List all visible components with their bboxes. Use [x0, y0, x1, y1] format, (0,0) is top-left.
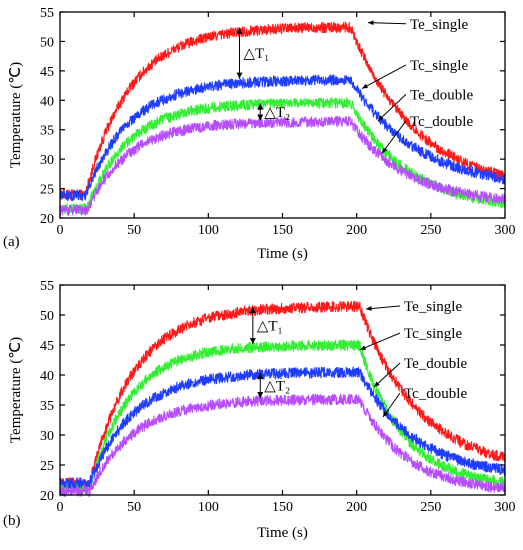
x-tick-label: 250: [420, 223, 441, 238]
y-tick-label: 40: [40, 94, 54, 109]
delta-arrowhead-top: [249, 307, 256, 313]
y-tick-label: 20: [40, 212, 54, 227]
y-tick-label: 55: [40, 279, 54, 294]
x-tick-label: 50: [127, 500, 141, 515]
y-tick-label: 25: [40, 459, 54, 474]
y-tick-label: 40: [40, 369, 54, 384]
delta-arrowhead-bottom: [257, 392, 264, 398]
delta-label-1: △T₁: [243, 46, 269, 62]
x-tick-label: 0: [57, 500, 64, 515]
legend-label-tc-double: Tc_double: [404, 386, 467, 402]
x-tick-label: 200: [346, 500, 367, 515]
x-tick-label: 200: [346, 223, 367, 238]
legend-pointer: [359, 332, 401, 351]
series-line-te-double: [59, 366, 506, 489]
legend-label-te-double: Te_double: [410, 87, 473, 103]
legend-pointer-arrowhead: [366, 306, 372, 311]
delta-arrowhead-bottom: [249, 338, 256, 344]
legend-pointer-arrowhead: [378, 115, 384, 121]
series-line-tc-single: [59, 74, 506, 202]
delta-label-1: △T₁: [257, 319, 283, 335]
y-axis-title: Temperature (℃): [8, 337, 24, 443]
legend-label-te-single: Te_single: [410, 17, 468, 33]
x-tick-label: 50: [127, 223, 141, 238]
legend-label-te-single: Te_single: [404, 299, 462, 315]
legend-label-tc-double: Tc_double: [410, 114, 473, 130]
y-tick-label: 25: [40, 183, 54, 198]
y-tick-label: 30: [40, 429, 54, 444]
y-tick-label: 35: [40, 399, 54, 414]
x-tick-label: 300: [495, 500, 516, 515]
x-tick-label: 300: [495, 223, 516, 238]
chart-panel-a: 0 50 100 150 200 250 300 20 25 30 35 40 45 50 55 Time (…: [3, 6, 516, 262]
legend-pointer-arrowhead: [382, 147, 388, 154]
legend-pointer: [367, 22, 407, 25]
y-tick-label: 30: [40, 153, 54, 168]
legend-label-te-double: Te_double: [404, 356, 467, 372]
legend-pointer: [361, 64, 407, 89]
delta-label-2: △T₂: [264, 105, 290, 121]
y-tick-label: 20: [40, 489, 54, 504]
x-tick-label: 0: [57, 223, 64, 238]
panel-label: (b): [3, 513, 21, 529]
x-tick-label: 100: [198, 500, 219, 515]
x-axis-title: Time (s): [257, 246, 308, 262]
legend-pointer-arrowhead: [368, 20, 374, 26]
x-tick-label: 250: [420, 500, 441, 515]
y-tick-label: 45: [40, 339, 54, 354]
delta-arrowhead-bottom: [236, 72, 243, 79]
y-tick-label: 45: [40, 65, 54, 80]
legend-label-tc-single: Tc_single: [410, 58, 468, 74]
x-axis-title: Time (s): [257, 525, 308, 541]
legend-pointer-arrowhead: [374, 381, 380, 387]
legend-pointer: [365, 305, 401, 310]
delta-arrowhead-top: [257, 373, 264, 379]
x-tick-label: 100: [198, 223, 219, 238]
panel-label: (a): [3, 234, 20, 250]
series-line-tc-single: [59, 339, 506, 494]
y-tick-label: 50: [40, 35, 54, 50]
series-line-te-single: [59, 300, 506, 489]
legend-pointer-arrowhead: [362, 83, 368, 89]
delta-arrowhead-top: [257, 103, 264, 110]
x-tick-label: 150: [272, 223, 293, 238]
delta-label-2: △T₂: [264, 379, 290, 395]
legend-pointer: [381, 120, 407, 154]
y-tick-label: 50: [40, 309, 54, 324]
delta-arrowhead-top: [236, 27, 243, 34]
legend-pointer-arrowhead: [383, 411, 389, 417]
x-tick-label: 150: [272, 500, 293, 515]
y-tick-label: 35: [40, 124, 54, 139]
chart-panel-b: 0 50 100 150 200 250 300 20 25 30 35 40 45 50 55 Time (…: [3, 279, 516, 541]
y-axis-title: Temperature (℃): [8, 62, 24, 168]
legend-pointer: [377, 94, 407, 122]
legend-pointer: [373, 362, 401, 388]
legend-pointer-arrowhead: [360, 345, 366, 350]
y-tick-label: 55: [40, 6, 54, 21]
legend-label-tc-single: Tc_single: [404, 326, 462, 342]
series-line-te-single: [59, 21, 506, 201]
series-line-tc-double: [59, 393, 506, 498]
series-line-tc-double: [59, 115, 506, 217]
delta-arrowhead-bottom: [257, 114, 264, 121]
